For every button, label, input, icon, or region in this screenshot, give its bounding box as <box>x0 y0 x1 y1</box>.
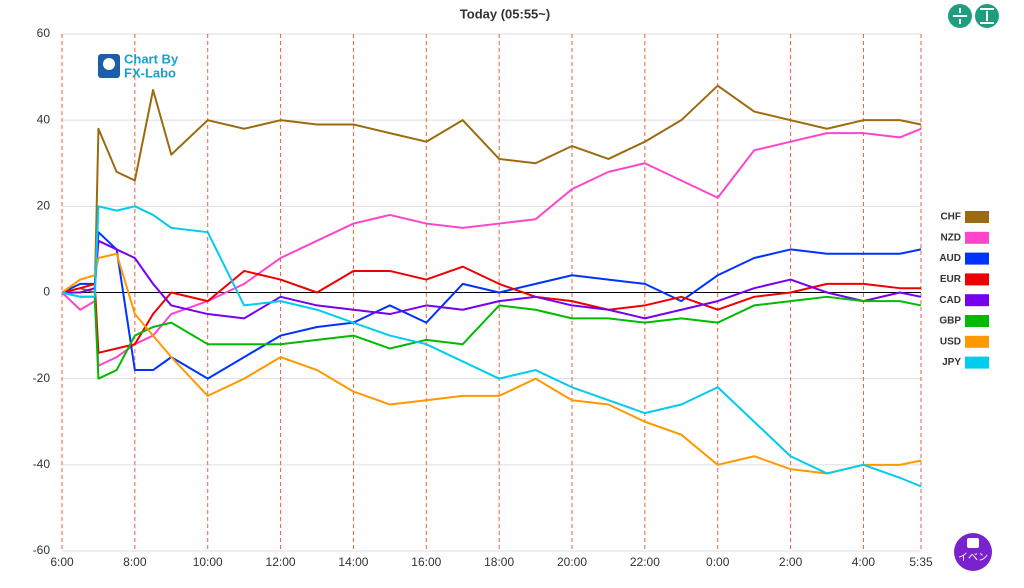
x-tick-label: 0:00 <box>706 555 730 569</box>
x-tick-label: 22:00 <box>630 555 660 569</box>
x-tick-label: 18:00 <box>484 555 514 569</box>
icon <box>967 538 979 548</box>
logo-text: FX-Labo <box>124 65 176 80</box>
legend-label: AUD <box>939 253 961 264</box>
x-tick-label: 10:00 <box>193 555 223 569</box>
legend-label: CAD <box>939 295 961 306</box>
series-line <box>61 231 922 380</box>
y-tick-label: -40 <box>33 457 51 471</box>
x-tick-label: 8:00 <box>123 555 147 569</box>
x-tick-label: 6:00 <box>50 555 74 569</box>
x-tick-label: 20:00 <box>557 555 587 569</box>
x-tick-label: 4:00 <box>852 555 876 569</box>
legend-label: GBP <box>939 316 961 327</box>
series-line <box>62 239 922 320</box>
event-button[interactable] <box>954 533 992 571</box>
legend-swatch <box>965 211 989 223</box>
legend-swatch <box>965 231 989 244</box>
y-tick-label: -20 <box>33 371 51 385</box>
legend-swatch <box>965 315 989 327</box>
logo: Chart By FX-Labo <box>98 51 179 80</box>
logo-icon <box>103 58 115 70</box>
series-line <box>61 127 922 367</box>
x-tick-label: 14:00 <box>338 555 368 569</box>
y-tick-label: 0 <box>43 285 50 299</box>
series-line <box>61 84 922 294</box>
chart-title: Today (05:55~) <box>460 6 550 21</box>
series-line <box>61 252 922 475</box>
legend-swatch <box>965 356 989 369</box>
series-line <box>61 291 922 380</box>
legend-swatch <box>965 335 989 348</box>
y-tick-label: 60 <box>37 26 51 40</box>
x-tick-label: 16:00 <box>411 555 441 569</box>
y-tick-label: 40 <box>37 112 51 126</box>
logo-text: Chart By <box>124 51 179 66</box>
legend-label: USD <box>940 336 961 347</box>
series-line <box>61 205 922 488</box>
x-tick-label: 2:00 <box>779 555 803 569</box>
legend-label: EUR <box>940 274 962 285</box>
toolbar[interactable] <box>948 4 999 28</box>
legend-label: CHF <box>940 212 961 223</box>
y-tick-label: 20 <box>37 199 51 213</box>
legend-label: JPY <box>942 357 961 368</box>
icon <box>953 8 967 24</box>
legend-swatch <box>965 273 989 286</box>
icon <box>980 8 994 24</box>
x-tick-label: 5:35 <box>909 555 933 569</box>
legend-swatch <box>965 252 989 265</box>
y-tick-label: -60 <box>33 543 51 557</box>
event-label[interactable]: イベン <box>958 552 988 564</box>
legend-swatch <box>965 294 989 307</box>
x-tick-label: 12:00 <box>266 555 296 569</box>
legend-label: NZD <box>940 232 961 243</box>
